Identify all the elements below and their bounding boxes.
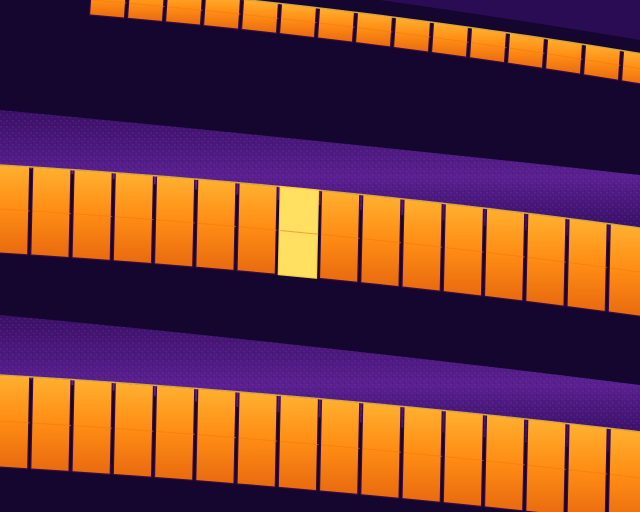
panel-cell [607,223,640,317]
panel-split-line [623,65,640,70]
panel-split-line [445,247,484,253]
panel-split-line [238,437,278,442]
panel-split-line [486,460,525,466]
panel-split-line [395,31,431,38]
panel-cell [566,423,608,512]
panel-split-line [568,262,608,269]
panel-split-line [610,473,640,479]
panel-split-line [362,448,402,453]
panel-split-line [73,213,113,217]
panel-split-line [547,53,583,60]
grass-strip-top [380,0,640,40]
panel-split-line [156,219,195,224]
panel-split-line [197,222,237,227]
panel-row-edge [0,164,640,229]
panel-split-line [362,238,402,244]
panel-split-line [319,22,355,28]
panel-split-line [32,210,72,215]
panel-split-line [32,422,72,426]
panel-split-line [115,216,154,221]
panel-split-line [115,428,154,432]
panel-split-line [486,251,525,258]
panel-split-line [91,0,127,4]
panel-row-edge [0,374,640,433]
panel-cell [164,0,203,26]
panel-split-line [568,469,608,475]
panel-split-line [156,430,195,435]
panel-split-line [585,59,621,66]
panel-row-edge [241,0,640,55]
panel-split-line [73,425,113,429]
panel-split-line [197,434,237,439]
panel-row-1 [88,0,640,85]
panel-split-line [321,444,360,449]
panel-split-line [610,267,640,273]
panel-split-line [445,456,484,462]
panel-split-line [0,208,30,212]
panel-split-line [280,440,319,446]
panel-cell [607,427,640,512]
panel-row-2 [0,164,640,317]
panel-split-line [433,36,469,43]
panel-split-line [243,13,279,19]
panel-split-line [509,47,545,54]
panel-split-line [238,226,278,231]
panel-split-line [167,6,203,11]
panel-cell [88,0,127,19]
panel-split-line [357,27,393,33]
panel-split-line [0,420,30,424]
panel-split-line [280,230,319,235]
panel-split-line [527,256,567,263]
panel-cell [202,0,242,30]
panel-split-line [527,464,567,470]
panel-split-line [403,452,443,457]
panel-split-line [321,233,360,239]
panel-split-line [471,42,507,49]
panel-cell [620,50,640,85]
panel-split-line [281,18,317,24]
panel-split-line [205,10,241,15]
panel-split-line [403,242,443,248]
panel-row-3 [0,374,640,512]
panel-split-line [129,2,165,8]
